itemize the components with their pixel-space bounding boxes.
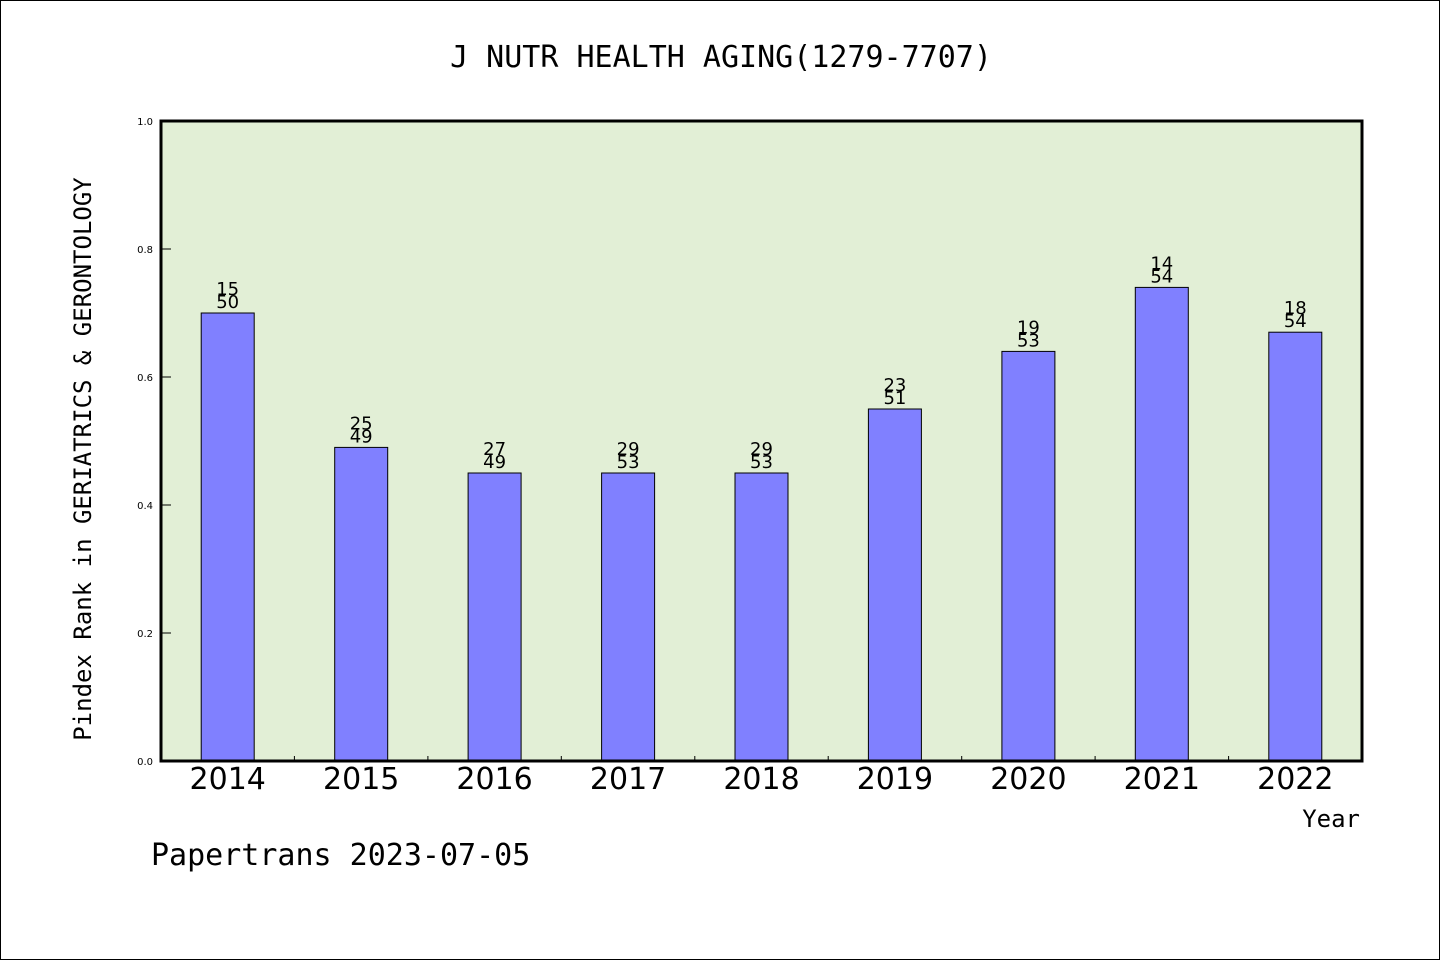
x-tick-label-2016: 2016 [456, 762, 532, 797]
x-tick-label-2015: 2015 [323, 762, 399, 797]
bar-2022 [1268, 331, 1323, 762]
y-tick-label-0.6: 0.6 [137, 373, 153, 384]
x-tick-label-2018: 2018 [723, 762, 799, 797]
x-tick-label-2019: 2019 [857, 762, 933, 797]
bar-2016 [467, 472, 522, 762]
bar-total-label-2021: 54 [1150, 266, 1173, 287]
bar-2018 [734, 472, 789, 762]
x-tick-label-2022: 2022 [1257, 762, 1333, 797]
bar-rank-label-2018: 29 [750, 439, 773, 460]
x-tick-label-2021: 2021 [1124, 762, 1200, 797]
bar-total-label-2019: 51 [883, 388, 906, 409]
x-tick-label-2014: 2014 [190, 762, 266, 797]
y-tick-label-1.0: 1.0 [137, 117, 153, 128]
bar-2017 [601, 472, 656, 762]
bar-total-label-2020: 53 [1017, 330, 1040, 351]
bar-rank-label-2016: 27 [483, 439, 506, 460]
bar-total-label-2022: 54 [1284, 311, 1307, 332]
bar-rank-label-2019: 23 [883, 375, 906, 396]
bar-total-label-2018: 53 [750, 452, 773, 473]
plot-border [159, 119, 1364, 763]
bar-2019 [867, 408, 922, 762]
bar-rank-label-2021: 14 [1150, 253, 1173, 274]
bar-total-label-2014: 50 [216, 292, 239, 313]
bar-2015 [334, 446, 389, 762]
bar-rank-label-2015: 25 [350, 413, 373, 434]
bar-total-label-2017: 53 [617, 452, 640, 473]
bar-2021 [1134, 286, 1189, 762]
bar-rank-label-2020: 19 [1017, 317, 1040, 338]
bar-total-label-2016: 49 [483, 452, 506, 473]
y-tick-label-0.8: 0.8 [137, 245, 153, 256]
bars-group [200, 286, 1323, 762]
x-axis-ticks: 2014 2015 2016 2017 2018 2019 2020 2021 2022 [190, 756, 1333, 797]
y-tick-label-0.4: 0.4 [137, 501, 153, 512]
x-axis-label: Year [1302, 805, 1360, 833]
y-axis-label: Pindex Rank in GERIATRICS & GERONTOLOGY [69, 177, 97, 741]
bar-total-label-2015: 49 [350, 426, 373, 447]
bar-rank-label-2017: 29 [617, 439, 640, 460]
y-tick-label-0.0: 0.0 [137, 757, 153, 768]
bar-rank-label-2014: 15 [216, 279, 239, 300]
x-tick-label-2020: 2020 [990, 762, 1066, 797]
y-tick-label-0.2: 0.2 [137, 629, 153, 640]
x-tick-label-2017: 2017 [590, 762, 666, 797]
bar-rank-label-2022: 18 [1284, 298, 1307, 319]
chart-title: J NUTR HEALTH AGING(1279-7707) [450, 40, 992, 75]
bar-2014 [200, 312, 255, 762]
footer-credit: Papertrans 2023-07-05 [151, 838, 530, 873]
bar-2020 [1001, 350, 1056, 762]
